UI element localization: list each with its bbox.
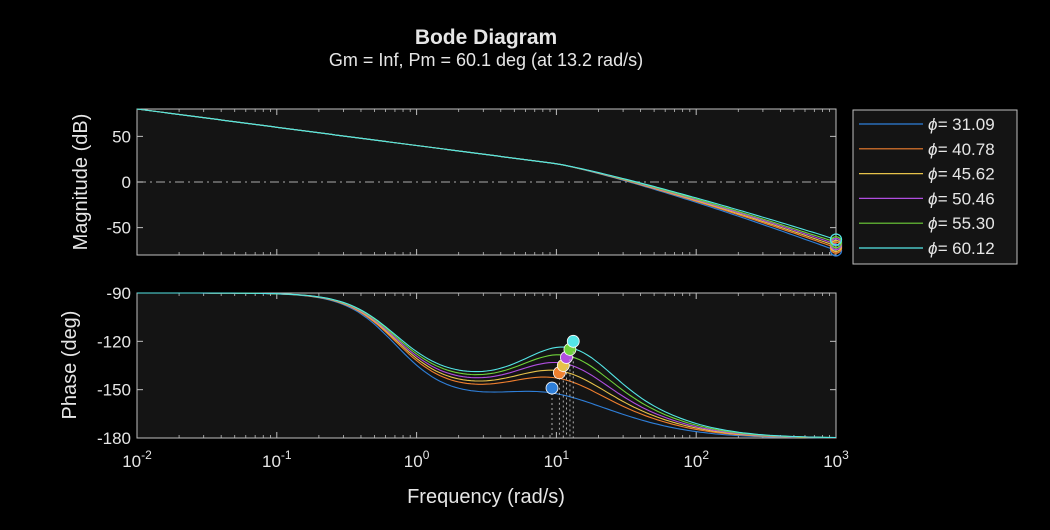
phase-tick-label: -120 <box>97 332 131 351</box>
magnitude-tick-label: 50 <box>112 127 131 146</box>
legend-entry-label: ϕ= 31.09 <box>928 115 995 134</box>
frequency-tick-label: 102 <box>683 448 709 471</box>
frequency-xlabel: Frequency (rad/s) <box>407 486 565 508</box>
legend-entry-label: ϕ= 60.12 <box>928 239 995 258</box>
phase-crossover-marker-31.09 <box>545 381 559 395</box>
phase-line-60.12 <box>137 292 837 439</box>
magnitude-series <box>136 108 837 251</box>
legend-entry-label: ϕ= 40.78 <box>928 140 995 159</box>
phase-plot-area <box>136 292 837 439</box>
frequency-tick-label: 103 <box>823 448 849 471</box>
phase-tick-label: -150 <box>97 381 131 400</box>
phase-crossover-marker-60.12 <box>566 334 580 348</box>
frequency-tick-label: 100 <box>404 448 430 471</box>
magnitude-tick-label: -50 <box>106 219 131 238</box>
crossover-markers <box>545 233 843 438</box>
magnitude-tick-label: 0 <box>122 173 131 192</box>
magnitude-end-marker-60.12 <box>829 233 843 246</box>
magnitude-ylabel: Magnitude (dB) <box>70 114 92 251</box>
frequency-tick-label: 101 <box>544 448 570 471</box>
phase-axis-ticks: -90 -120 -150 -180 <box>97 284 836 448</box>
magnitude-axis-ticks: 50 0 -50 <box>106 127 836 238</box>
phase-ylabel: Phase (deg) <box>59 311 81 420</box>
legend-entry-label: ϕ= 55.30 <box>928 214 995 233</box>
chart-title: Bode Diagram <box>415 26 557 49</box>
chart-subtitle: Gm = Inf, Pm = 60.1 deg (at 13.2 rad/s) <box>329 50 643 70</box>
magnitude-line-60.12 <box>136 108 837 241</box>
legend-box <box>852 109 1018 265</box>
legend: ϕ= 31.09 ϕ= 40.78 ϕ= 45.62 ϕ= 50.46 ϕ= 55.30… <box>852 109 1018 265</box>
legend-entry-label: ϕ= 50.46 <box>928 189 995 208</box>
phase-tick-label: -90 <box>106 284 131 303</box>
phase-series <box>137 292 837 439</box>
frequency-tick-label: 10-1 <box>262 448 292 471</box>
legend-entry-label: ϕ= 45.62 <box>928 165 995 184</box>
phase-tick-label: -180 <box>97 429 131 448</box>
frequency-tick-label: 10-2 <box>122 448 152 471</box>
